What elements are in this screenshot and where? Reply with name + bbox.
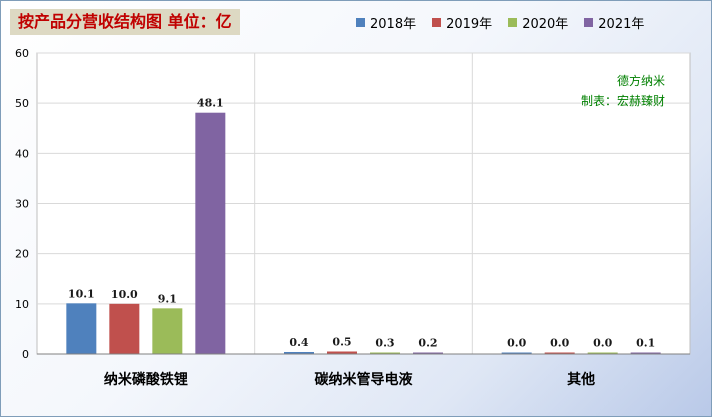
legend-item: 2021年: [584, 13, 644, 32]
legend-item: 2020年: [508, 13, 568, 32]
data-label: 9.1: [158, 292, 177, 305]
legend-label: 2020年: [522, 17, 569, 32]
data-label: 0.1: [636, 337, 655, 350]
bar: [284, 351, 314, 354]
bar: [109, 303, 140, 354]
legend-item: 2019年: [432, 13, 492, 32]
x-tick-label: 碳纳米管导电液: [315, 371, 414, 388]
annotation-company: 德方纳米: [616, 74, 665, 88]
bar: [327, 351, 357, 354]
bar: [587, 352, 618, 354]
chart-title: 按产品分营收结构图 单位：亿: [10, 9, 240, 35]
data-label: 0.4: [289, 336, 308, 349]
x-tick-label: 其他: [567, 371, 595, 388]
legend-swatch: [584, 18, 594, 27]
y-tick-label: 40: [15, 147, 29, 160]
legend-label: 2018年: [370, 17, 417, 32]
bar: [544, 352, 575, 354]
data-label: 10.0: [111, 288, 138, 301]
data-label: 0.2: [418, 337, 437, 350]
legend-label: 2019年: [446, 17, 493, 32]
legend-label: 2021年: [598, 17, 645, 32]
bar: [152, 308, 183, 354]
x-tick-label: 纳米磷酸铁锂: [104, 371, 188, 388]
data-label: 0.0: [593, 337, 612, 350]
legend-swatch: [508, 18, 518, 27]
bar: [630, 352, 661, 354]
data-label: 0.0: [507, 337, 526, 350]
legend-item: 2018年: [356, 13, 416, 32]
data-label: 0.5: [332, 335, 351, 348]
data-label: 0.3: [375, 336, 394, 349]
bar: [66, 303, 97, 354]
bar: [195, 112, 226, 354]
bar: [501, 352, 532, 354]
legend-swatch: [432, 18, 442, 27]
data-label: 0.0: [550, 337, 569, 350]
annotation-box: 德方纳米 制表：宏赫臻财: [581, 71, 665, 111]
data-label: 48.1: [197, 97, 224, 110]
y-tick-label: 60: [15, 47, 29, 60]
bar: [370, 352, 400, 354]
annotation-author: 制表：宏赫臻财: [580, 94, 665, 108]
y-tick-label: 20: [15, 248, 29, 261]
legend: 2018年 2019年 2020年 2021年: [356, 13, 644, 32]
y-tick-label: 10: [15, 298, 29, 311]
y-tick-label: 50: [15, 97, 29, 110]
y-tick-label: 30: [15, 198, 29, 211]
bar: [413, 352, 443, 354]
legend-swatch: [356, 18, 365, 27]
data-label: 10.1: [68, 287, 95, 300]
y-tick-label: 0: [22, 348, 29, 361]
